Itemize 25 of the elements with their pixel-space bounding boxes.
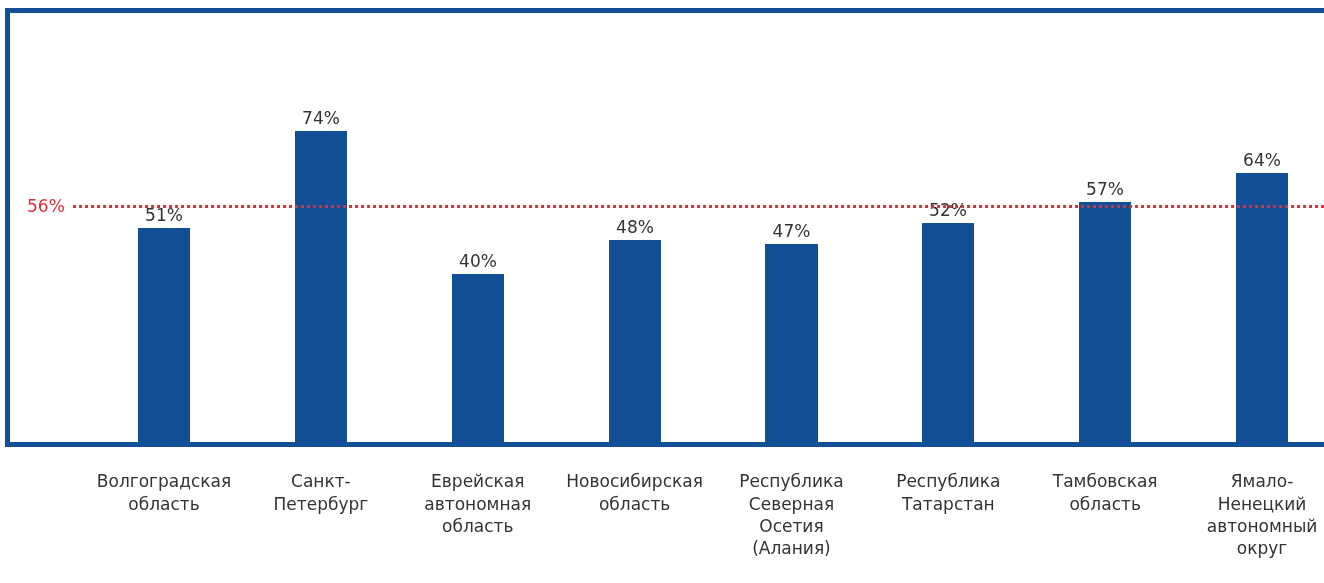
x-tick-label: Волгоградская область [96,471,232,514]
x-tick-label: Новосибирская область [566,471,703,514]
data-label: 51% [145,205,183,225]
x-tick-label: Тамбовская область [1051,471,1158,514]
bar [922,223,974,442]
ref-line-label: 56% [27,196,65,216]
data-label: 48% [616,217,654,237]
x-tick-label: Республика Северная Осетия (Алания) [739,471,844,558]
x-tick-label: Ямало-Ненецкий автономный округ [1206,471,1318,558]
x-tick-label: Санкт-Петербург [273,471,369,514]
bar [452,274,504,442]
data-label: 52% [929,200,967,220]
x-tick-label: Республика Татарстан [896,471,1001,514]
bar [1236,173,1288,442]
x-tick-label: Еврейская автономная область [424,471,532,536]
bar [765,244,818,442]
bar [609,240,661,442]
data-label: 40% [459,251,497,271]
data-label: 57% [1086,179,1124,199]
data-label: 74% [302,108,340,128]
bar [1079,202,1131,442]
bar [295,131,347,442]
data-label: 64% [1243,150,1281,170]
data-label: 47% [772,221,811,241]
bar [138,228,190,442]
